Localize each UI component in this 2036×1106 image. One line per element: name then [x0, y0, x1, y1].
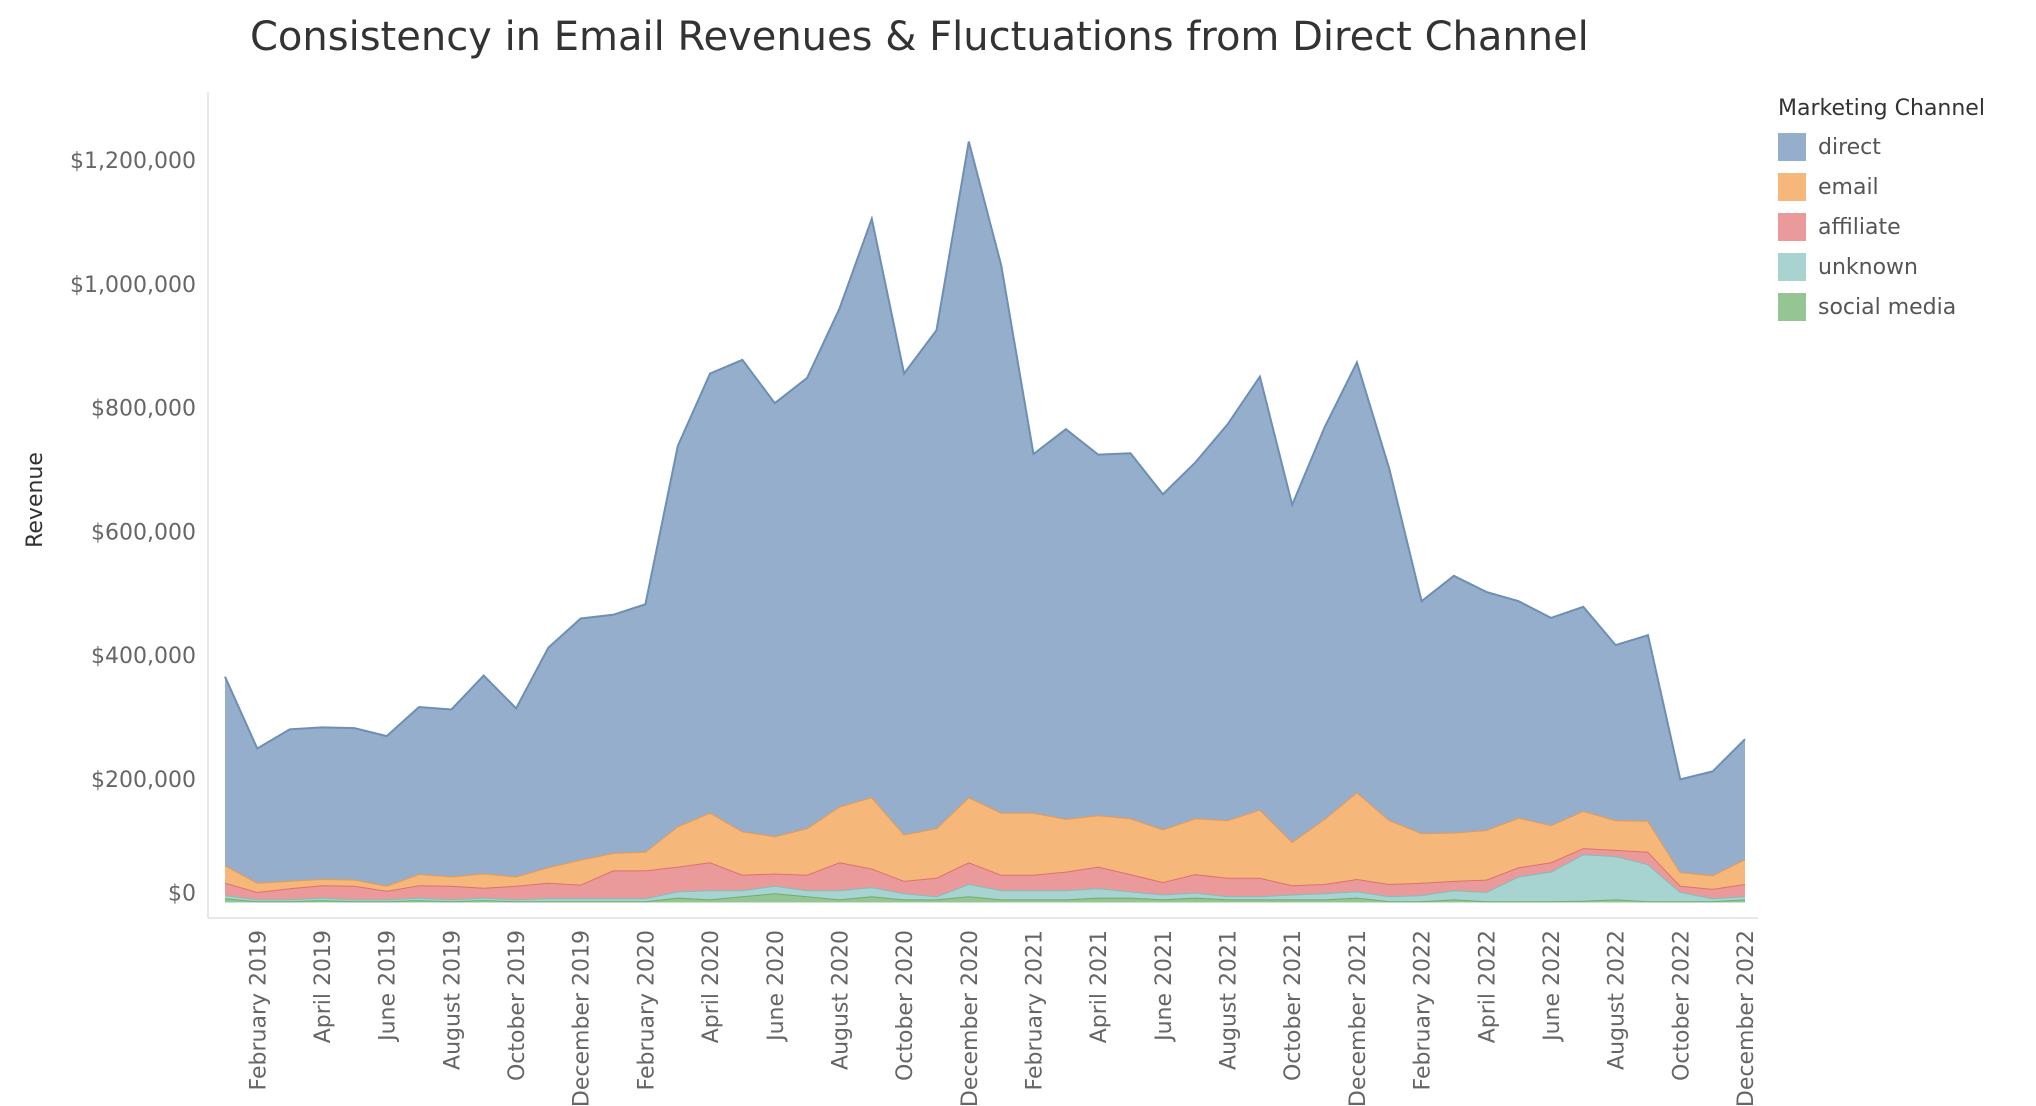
x-tick-label: June 2020: [764, 930, 789, 1043]
x-tick-label: June 2019: [376, 930, 401, 1043]
legend-item-email[interactable]: email: [1778, 167, 1985, 207]
legend-label: unknown: [1818, 254, 1918, 280]
x-tick-label: August 2021: [1217, 930, 1242, 1070]
legend-swatch: [1778, 293, 1806, 321]
legend-title: Marketing Channel: [1778, 96, 1985, 121]
legend: Marketing Channel direct email affiliate un…: [1778, 96, 1985, 327]
x-tick-label: August 2019: [440, 930, 465, 1070]
legend-item-unknown[interactable]: unknown: [1778, 247, 1985, 287]
legend-item-direct[interactable]: direct: [1778, 127, 1985, 167]
legend-label: direct: [1818, 134, 1881, 160]
legend-label: social media: [1818, 294, 1957, 320]
x-tick-label: December 2020: [958, 930, 983, 1106]
x-tick-label: December 2022: [1734, 930, 1759, 1106]
x-tick-label: December 2021: [1346, 930, 1371, 1106]
x-tick-label: February 2022: [1411, 930, 1436, 1090]
x-tick-label: February 2020: [634, 930, 659, 1090]
legend-item-social-media[interactable]: social media: [1778, 287, 1985, 327]
y-tick-label: $200,000: [91, 768, 196, 793]
x-tick-label: April 2020: [699, 930, 724, 1043]
area-layers: [224, 141, 1746, 903]
area-email[interactable]: [225, 792, 1745, 892]
line-direct: [224, 141, 1746, 781]
x-tick-label: April 2019: [311, 930, 336, 1043]
y-tick-label: $0: [168, 882, 196, 907]
x-tick-label: October 2021: [1281, 930, 1306, 1081]
y-axis-title: Revenue: [23, 452, 48, 548]
area-unknown[interactable]: [225, 854, 1745, 902]
legend-items: direct email affiliate unknown social media: [1778, 127, 1985, 327]
x-tick-label: February 2019: [246, 930, 271, 1090]
x-tick-label: April 2021: [1087, 930, 1112, 1043]
x-tick-label: October 2019: [505, 930, 530, 1081]
y-axis: $0 $200,000 $400,000 $600,000 $800,000 $1,000…: [70, 92, 209, 918]
x-tick-label: October 2020: [893, 930, 918, 1081]
chart-title: Consistency in Email Revenues & Fluctuat…: [250, 14, 1589, 60]
legend-item-affiliate[interactable]: affiliate: [1778, 207, 1985, 247]
area-direct[interactable]: [225, 141, 1745, 886]
area-affiliate[interactable]: [225, 848, 1745, 900]
x-tick-label: August 2020: [829, 930, 854, 1070]
area-chart: $0 $200,000 $400,000 $600,000 $800,000 $1,000…: [23, 92, 1759, 1106]
legend-label: email: [1818, 174, 1879, 200]
legend-swatch: [1778, 253, 1806, 281]
y-tick-label: $1,000,000: [70, 273, 196, 298]
x-axis: February 2019 April 2019 June 2019 August 2…: [208, 917, 1759, 1106]
y-tick-label: $1,200,000: [70, 149, 196, 174]
x-tick-label: April 2022: [1475, 930, 1500, 1043]
x-tick-label: August 2022: [1605, 930, 1630, 1070]
legend-swatch: [1778, 213, 1806, 241]
y-tick-label: $600,000: [91, 520, 196, 545]
x-tick-label: December 2019: [570, 930, 595, 1106]
y-tick-label: $800,000: [91, 397, 196, 422]
legend-swatch: [1778, 173, 1806, 201]
legend-label: affiliate: [1818, 214, 1901, 240]
x-tick-label: February 2021: [1023, 930, 1048, 1090]
x-tick-label: October 2022: [1669, 930, 1694, 1081]
legend-swatch: [1778, 133, 1806, 161]
x-tick-label: June 2021: [1152, 930, 1177, 1043]
x-tick-label: June 2022: [1540, 930, 1565, 1043]
y-tick-label: $400,000: [91, 644, 196, 669]
